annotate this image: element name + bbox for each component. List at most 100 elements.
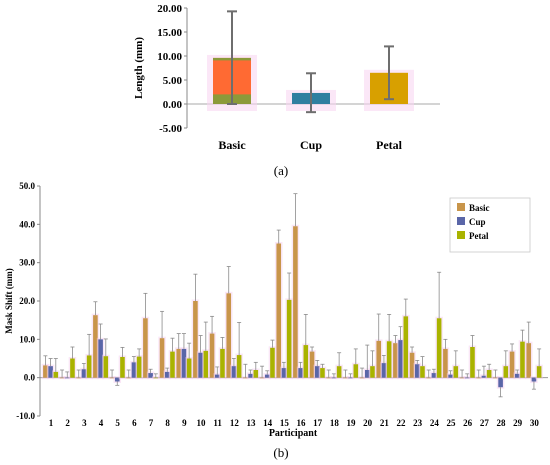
panel-a-y-axis-label: Length (mm) bbox=[133, 37, 145, 99]
bar-basic-p19 bbox=[343, 377, 348, 379]
bar-cup-p5 bbox=[114, 377, 120, 382]
bar-basic-p14 bbox=[259, 377, 265, 379]
bar-basic-p11 bbox=[209, 333, 215, 378]
bar-cup-p13 bbox=[248, 373, 253, 378]
legend-label-petal: Petal bbox=[469, 231, 489, 241]
bar-cup-p7 bbox=[148, 373, 153, 378]
bar-basic-p9 bbox=[176, 348, 182, 378]
bar-cup-p4 bbox=[98, 339, 103, 378]
bar-cup-p9 bbox=[181, 348, 187, 378]
panel-b-x-axis-label: Participant bbox=[269, 428, 318, 439]
bar-cup-p23 bbox=[414, 364, 420, 378]
bar-cup-p22 bbox=[398, 340, 403, 378]
bar-cup-p2 bbox=[64, 377, 70, 379]
bar-basic-p12 bbox=[226, 293, 232, 378]
panel-b-x-tick-label: 17 bbox=[313, 418, 323, 428]
bar-petal-p5 bbox=[120, 356, 125, 378]
panel-b-x-tick-label: 14 bbox=[263, 418, 273, 428]
bar-petal-p10 bbox=[203, 350, 209, 378]
bar-cup-p14 bbox=[264, 374, 270, 378]
panel-a-y-tick-label: 15.00 bbox=[157, 27, 182, 39]
bar-petal-p16 bbox=[303, 345, 309, 378]
bar-basic-p1 bbox=[43, 365, 48, 378]
bar-petal-p26 bbox=[470, 347, 475, 378]
bar-basic-p2 bbox=[59, 377, 65, 379]
panel-b-y-tick-label: 10.0 bbox=[19, 334, 35, 344]
bar-basic-p21 bbox=[376, 340, 382, 378]
panel-b-y-tick-label: 0.0 bbox=[24, 373, 36, 383]
bar-petal-p3 bbox=[86, 355, 92, 378]
bar-petal-p7 bbox=[153, 377, 159, 379]
panel-b-x-tick-label: 19 bbox=[347, 418, 357, 428]
bar-cup-p21 bbox=[381, 363, 387, 378]
panel-a-x-tick-label: Petal bbox=[376, 138, 403, 152]
bar-basic-p28 bbox=[493, 377, 498, 379]
panel-b-x-tick-label: 21 bbox=[380, 418, 390, 428]
panel-b-x-tick-label: 9 bbox=[182, 418, 187, 428]
bar-petal-p1 bbox=[53, 371, 59, 378]
panel-b-caption: (b) bbox=[273, 445, 288, 460]
bar-basic-p4 bbox=[93, 315, 98, 378]
panel-b-x-tick-label: 16 bbox=[297, 418, 307, 428]
panel-b-x-tick-label: 3 bbox=[82, 418, 87, 428]
bar-basic-p27 bbox=[476, 377, 482, 379]
bar-petal-p28 bbox=[503, 366, 509, 378]
panel-b-x-tick-label: 13 bbox=[247, 418, 257, 428]
panel-b-x-tick-label: 6 bbox=[132, 418, 137, 428]
bar-petal-p4 bbox=[103, 356, 109, 378]
panel-a-x-tick-label: Cup bbox=[300, 138, 322, 152]
bar-cup-p8 bbox=[164, 371, 170, 378]
bar-petal-p17 bbox=[320, 368, 325, 378]
bar-cup-p18 bbox=[331, 377, 337, 379]
panel-b-x-tick-label: 28 bbox=[497, 418, 507, 428]
bar-petal-p22 bbox=[403, 316, 409, 378]
panel-b-y-axis-label: Mask Shift (mm) bbox=[4, 268, 14, 334]
legend-swatch-basic bbox=[457, 203, 465, 211]
bar-petal-p15 bbox=[286, 299, 292, 378]
bar-basic-p25 bbox=[443, 348, 448, 378]
bar-petal-p27 bbox=[486, 370, 492, 378]
bar-petal-p2 bbox=[70, 358, 75, 378]
bar-basic-p7 bbox=[143, 318, 148, 378]
panel-b-x-tick-label: 30 bbox=[530, 418, 540, 428]
bar-basic-p29 bbox=[509, 351, 515, 378]
legend-swatch-cup bbox=[457, 217, 465, 225]
bar-petal-p6 bbox=[136, 356, 142, 378]
panel-b-x-tick-label: 25 bbox=[447, 418, 457, 428]
bar-petal-p13 bbox=[253, 370, 259, 378]
bar-basic-p5 bbox=[109, 377, 115, 379]
panel-b-x-tick-label: 1 bbox=[49, 418, 54, 428]
bar-petal-p14 bbox=[270, 347, 275, 378]
bar-cup-p25 bbox=[448, 374, 453, 378]
bar-petal-p11 bbox=[220, 348, 225, 378]
panel-a-y-tick-label: -5.00 bbox=[159, 123, 182, 135]
bar-basic-p26 bbox=[459, 377, 465, 379]
bar-cup-p11 bbox=[214, 374, 220, 378]
bar-petal-p19 bbox=[353, 364, 359, 378]
bar-basic-p8 bbox=[159, 338, 165, 378]
bar-basic-p10 bbox=[193, 301, 198, 378]
bar-cup-p29 bbox=[514, 373, 520, 378]
panel-b-y-tick-label: -10.0 bbox=[16, 411, 35, 421]
bar-basic-p6 bbox=[126, 377, 132, 379]
bar-basic-p23 bbox=[409, 352, 415, 378]
bar-cup-p15 bbox=[281, 368, 287, 378]
panel-b-x-tick-label: 26 bbox=[463, 418, 473, 428]
panel-b-y-tick-label: 50.0 bbox=[19, 181, 35, 191]
bar-cup-p30 bbox=[531, 377, 537, 382]
panel-b-x-tick-label: 11 bbox=[213, 418, 222, 428]
bar-petal-p12 bbox=[236, 355, 242, 378]
bar-cup-p3 bbox=[81, 369, 87, 378]
bar-cup-p20 bbox=[364, 370, 370, 378]
bar-petal-p29 bbox=[520, 341, 525, 378]
legend-swatch-petal bbox=[457, 231, 465, 239]
panel-b-x-tick-label: 12 bbox=[230, 418, 240, 428]
panel-b-x-tick-label: 24 bbox=[430, 418, 440, 428]
bar-petal-p24 bbox=[436, 318, 442, 378]
panel-a-x-tick-label: Basic bbox=[218, 138, 246, 152]
panel-b-x-tick-label: 22 bbox=[397, 418, 407, 428]
panel-b-x-tick-label: 7 bbox=[149, 418, 154, 428]
panel-a-chart: -5.00 0.00 5.00 10.00 15.00 20.00 Basic Cup Pet… bbox=[133, 3, 440, 178]
bar-cup-p12 bbox=[231, 366, 237, 378]
